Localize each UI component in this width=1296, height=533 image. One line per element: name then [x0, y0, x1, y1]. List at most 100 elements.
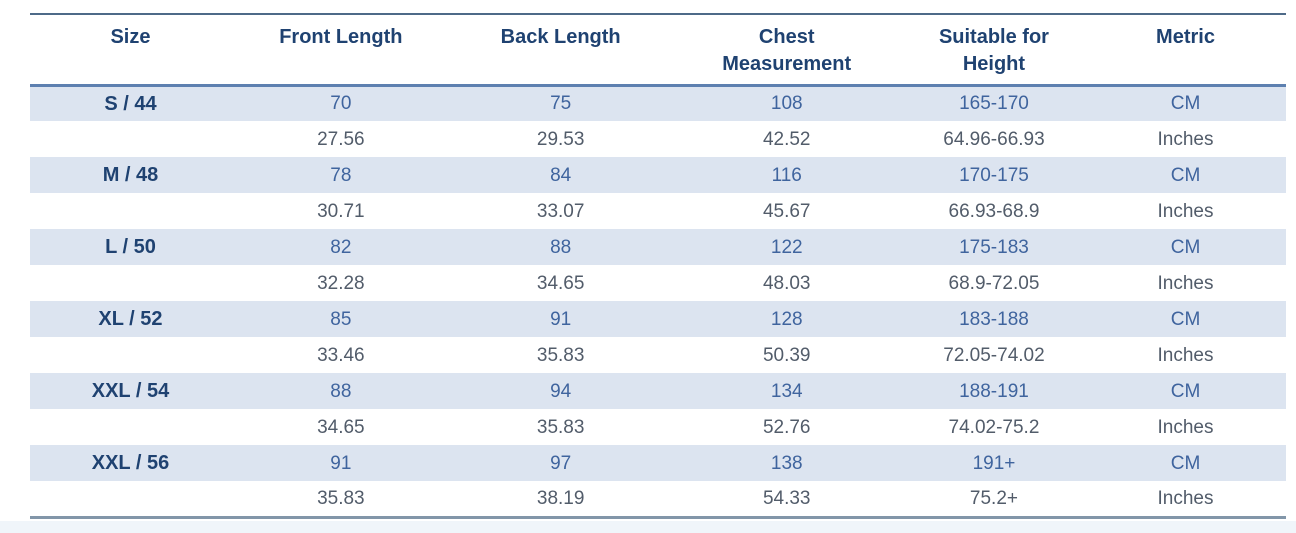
- size-cell: [30, 121, 231, 157]
- size-cell: S / 44: [104, 92, 157, 115]
- value-cell: 78: [330, 164, 352, 186]
- value-cell: 35.83: [536, 416, 585, 438]
- metric-cell: Inches: [1157, 272, 1214, 294]
- value-cell: 64.96-66.93: [943, 128, 1045, 150]
- size-cell: [30, 265, 231, 301]
- value-cell: 88: [330, 380, 352, 402]
- value-cell: 128: [770, 308, 803, 330]
- value-cell: 32.28: [317, 272, 365, 294]
- column-header-suitable-for-height: Suitable for Height: [902, 14, 1086, 87]
- metric-cell: Inches: [1157, 416, 1214, 438]
- value-cell: 165-170: [959, 93, 1029, 115]
- size-cell: [30, 337, 231, 373]
- size-chart-table: Size Front Length Back Length Chest Meas…: [30, 13, 1286, 519]
- value-cell: 122: [770, 236, 803, 258]
- table-row-cm: L / 50 82 88 122 175-183 CM: [30, 229, 1286, 265]
- metric-cell: CM: [1170, 93, 1201, 115]
- table-row-cm: S / 44 70 75 108 165-170 CM: [30, 85, 1286, 121]
- value-cell: 108: [770, 93, 803, 115]
- value-cell: 134: [770, 380, 803, 402]
- size-chart-sheet: Size Front Length Back Length Chest Meas…: [30, 13, 1286, 519]
- size-cell: XL / 52: [98, 308, 163, 330]
- metric-cell: CM: [1170, 452, 1201, 474]
- table-row-inches: 27.56 29.53 42.52 64.96-66.93 Inches: [30, 121, 1286, 157]
- value-cell: 183-188: [959, 308, 1029, 330]
- value-cell: 138: [770, 452, 803, 474]
- value-cell: 27.56: [317, 128, 365, 150]
- size-table-body: S / 44 70 75 108 165-170 CM 27.56 29.53 42.52 64.…: [30, 85, 1286, 517]
- value-cell: 74.02-75.2: [948, 416, 1040, 438]
- column-header-label: Size: [110, 26, 151, 48]
- value-cell: 91: [330, 452, 352, 474]
- value-cell: 35.83: [536, 344, 585, 366]
- metric-cell: CM: [1170, 236, 1201, 258]
- table-row-inches: 32.28 34.65 48.03 68.9-72.05 Inches: [30, 265, 1286, 301]
- value-cell: 94: [550, 380, 572, 402]
- value-cell: 38.19: [536, 487, 585, 509]
- value-cell: 54.33: [762, 487, 811, 509]
- value-cell: 45.67: [762, 200, 811, 222]
- value-cell: 84: [550, 164, 572, 186]
- value-cell: 75.2+: [969, 487, 1018, 509]
- value-cell: 48.03: [762, 272, 811, 294]
- value-cell: 30.71: [317, 200, 365, 222]
- metric-cell: Inches: [1157, 344, 1214, 366]
- value-cell: 68.9-72.05: [948, 272, 1040, 294]
- metric-cell: CM: [1170, 380, 1201, 402]
- value-cell: 175-183: [959, 236, 1029, 258]
- table-row-inches: 33.46 35.83 50.39 72.05-74.02 Inches: [30, 337, 1286, 373]
- table-row-cm: XXL / 54 88 94 134 188-191 CM: [30, 373, 1286, 409]
- column-header-back-length: Back Length: [450, 14, 671, 87]
- size-cell: M / 48: [102, 164, 159, 186]
- metric-cell: Inches: [1157, 487, 1214, 509]
- column-header-label: Front Length: [279, 26, 403, 48]
- table-row-cm: M / 48 78 84 116 170-175 CM: [30, 157, 1286, 193]
- value-cell: 191+: [972, 452, 1016, 474]
- column-header-label: Suitable for Height: [938, 26, 1049, 75]
- column-header-chest-measurement: Chest Measurement: [670, 14, 903, 87]
- value-cell: 35.83: [317, 487, 365, 509]
- table-row-cm: XXL / 56 91 97 138 191+ CM: [30, 445, 1286, 481]
- size-cell: XXL / 56: [91, 452, 170, 474]
- table-row-inches: 30.71 33.07 45.67 66.93-68.9 Inches: [30, 193, 1286, 229]
- table-row-cm: XL / 52 85 91 128 183-188 CM: [30, 301, 1286, 337]
- value-cell: 70: [330, 93, 352, 115]
- size-cell: [30, 481, 231, 517]
- column-header-front-length: Front Length: [230, 14, 451, 87]
- value-cell: 82: [330, 236, 352, 258]
- size-chart-header: Size Front Length Back Length Chest Meas…: [30, 14, 1286, 87]
- metric-cell: Inches: [1157, 128, 1214, 150]
- column-header-metric: Metric: [1085, 14, 1286, 87]
- metric-cell: CM: [1170, 164, 1201, 186]
- metric-cell: Inches: [1157, 200, 1214, 222]
- value-cell: 42.52: [762, 128, 811, 150]
- value-cell: 85: [330, 308, 352, 330]
- value-cell: 33.46: [317, 344, 365, 366]
- value-cell: 34.65: [536, 272, 585, 294]
- metric-cell: CM: [1170, 308, 1201, 330]
- value-cell: 66.93-68.9: [948, 200, 1040, 222]
- column-header-size: Size: [30, 14, 231, 87]
- column-header-label: Chest Measurement: [722, 26, 852, 75]
- value-cell: 170-175: [959, 164, 1029, 186]
- value-cell: 33.07: [536, 200, 585, 222]
- value-cell: 75: [550, 93, 572, 115]
- value-cell: 88: [550, 236, 572, 258]
- table-row-inches: 35.83 38.19 54.33 75.2+ Inches: [30, 481, 1286, 517]
- value-cell: 29.53: [536, 128, 585, 150]
- table-row-inches: 34.65 35.83 52.76 74.02-75.2 Inches: [30, 409, 1286, 445]
- size-cell: [30, 409, 231, 445]
- footer-strip: [0, 521, 1296, 533]
- value-cell: 52.76: [762, 416, 811, 438]
- column-header-label: Metric: [1156, 26, 1215, 48]
- value-cell: 116: [771, 164, 802, 186]
- value-cell: 72.05-74.02: [943, 344, 1045, 366]
- column-header-label: Back Length: [500, 26, 621, 48]
- value-cell: 97: [550, 452, 572, 474]
- size-cell: L / 50: [105, 236, 156, 258]
- value-cell: 188-191: [959, 380, 1029, 402]
- value-cell: 34.65: [317, 416, 365, 438]
- value-cell: 91: [550, 308, 572, 330]
- value-cell: 50.39: [762, 344, 811, 366]
- header-row: Size Front Length Back Length Chest Meas…: [30, 14, 1286, 87]
